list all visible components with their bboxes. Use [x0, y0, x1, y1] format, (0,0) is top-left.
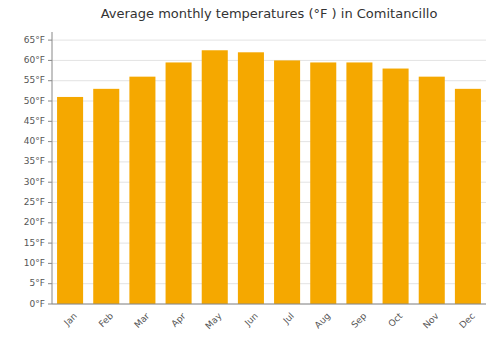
y-tick-label: 65°F	[24, 35, 45, 45]
x-tick-label: Dec	[457, 311, 476, 330]
bar	[57, 97, 83, 304]
y-tick-label: 60°F	[24, 55, 45, 65]
title: Average monthly temperatures (°F ) in Co…	[101, 6, 438, 21]
x-tick-label: May	[203, 310, 224, 331]
x-tick-label: Aug	[313, 311, 333, 331]
y-axis-line	[52, 32, 53, 304]
bar	[310, 62, 336, 304]
y-tick-label: 50°F	[24, 96, 45, 106]
y-tick	[48, 243, 52, 244]
y-tick	[48, 121, 52, 122]
y-tick-label: 0°F	[30, 299, 45, 309]
x-tick-label: Oct	[386, 311, 404, 329]
y-tick	[48, 161, 52, 162]
bars	[57, 50, 481, 304]
grid-line	[52, 304, 486, 305]
y-tick	[48, 80, 52, 81]
y-tick	[48, 40, 52, 41]
y-tick-label: 20°F	[24, 217, 45, 227]
x-tick-label: Jun	[242, 311, 260, 329]
y-tick-label: 25°F	[24, 197, 45, 207]
x-tick-label: Nov	[421, 310, 441, 330]
bar	[419, 77, 445, 304]
x-tick-label: Sep	[349, 311, 368, 330]
y-tick	[48, 101, 52, 102]
y-tick-label: 15°F	[24, 238, 45, 248]
bar	[129, 77, 155, 304]
y-tick	[48, 263, 52, 264]
y-tick-labels: 0°F 5°F 10°F 15°F 20°F 25°F 30°F 35°F 40°F 45°F 50…	[24, 35, 52, 309]
bar	[166, 62, 192, 304]
x-axis-line	[52, 304, 486, 305]
y-tick	[48, 60, 52, 61]
bar	[383, 69, 409, 304]
y-tick	[48, 304, 52, 305]
y-tick	[48, 182, 52, 183]
bar	[202, 50, 228, 304]
x-tick-label: Mar	[132, 311, 151, 330]
page: {"chart_data": {"type": "bar", "title": …	[0, 0, 500, 350]
y-tick-label: 30°F	[24, 177, 45, 187]
y-tick-label: 55°F	[24, 75, 45, 85]
grid-line	[52, 40, 486, 41]
x-tick-label: Apr	[169, 311, 187, 329]
y-tick-label: 35°F	[24, 156, 45, 166]
bar	[238, 52, 264, 304]
bar	[346, 62, 372, 304]
grid	[52, 40, 486, 304]
y-tick-label: 45°F	[24, 116, 45, 126]
x-tick-labels: Jan Feb Mar Apr May Jun Jul Aug Sep Oct Nov Dec	[61, 310, 476, 331]
y-tick	[48, 141, 52, 142]
bar	[274, 60, 300, 304]
grid-line	[52, 60, 486, 61]
x-tick-label: Feb	[97, 311, 116, 330]
chart: 0°F 5°F 10°F 15°F 20°F 25°F 30°F 35°F 40°F 45°F 50…	[0, 0, 500, 350]
bar	[455, 89, 481, 304]
x-tick-label: Jul	[281, 311, 296, 326]
y-tick	[48, 283, 52, 284]
y-tick	[48, 202, 52, 203]
bar	[93, 89, 119, 304]
x-tick-label: Jan	[61, 311, 79, 329]
y-tick-label: 40°F	[24, 136, 45, 146]
y-tick-label: 10°F	[24, 258, 45, 268]
y-tick-label: 5°F	[30, 278, 45, 288]
y-tick	[48, 222, 52, 223]
